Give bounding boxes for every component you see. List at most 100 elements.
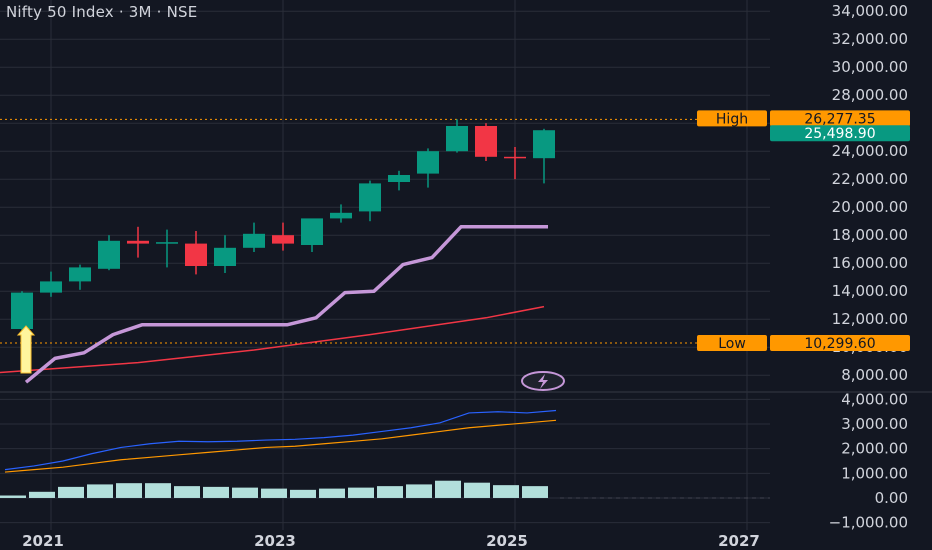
indicator-line-2	[4, 419, 557, 473]
histogram-bar	[261, 488, 287, 498]
last-price-text: 25,498.90	[804, 126, 875, 142]
candle-body	[185, 243, 207, 266]
indicator-line-1	[4, 409, 557, 471]
low-label-bg	[697, 335, 767, 352]
candle	[98, 235, 120, 271]
time-tick-label: 2027	[718, 532, 760, 550]
candles	[11, 119, 555, 331]
histogram-bar	[406, 484, 432, 498]
low-label: Low	[697, 335, 767, 352]
candle	[214, 235, 236, 273]
histogram-bar	[145, 483, 171, 498]
candle-body	[417, 151, 439, 174]
price-tick-label: 32,000.00	[832, 30, 908, 48]
histogram-bar	[377, 486, 403, 498]
envelope-line	[24, 225, 548, 384]
markers	[16, 325, 565, 391]
histogram-bar	[29, 491, 55, 498]
histogram-bar	[58, 486, 84, 498]
candle	[40, 271, 62, 297]
last-price: 25,498.90	[770, 125, 910, 142]
indicator-tick-label: 4,000.00	[841, 390, 908, 408]
candle-body	[388, 175, 410, 182]
price-tick-label: 16,000.00	[832, 254, 908, 272]
candle-body	[69, 267, 91, 282]
price-tick-label: 14,000.00	[832, 282, 908, 300]
candle-body	[11, 292, 33, 329]
candle-body	[127, 240, 149, 244]
indicator-tick-label: −1,000.00	[829, 514, 908, 532]
high-value-bg	[770, 110, 910, 127]
histogram-bar	[174, 486, 200, 498]
candle-body	[330, 212, 352, 219]
low-label-text: Low	[718, 336, 746, 352]
time-tick-label: 2021	[22, 532, 64, 550]
volume-histogram	[0, 480, 548, 498]
overlay-lines	[0, 225, 548, 384]
high-label-bg	[697, 110, 767, 127]
indicator-tick-label: 2,000.00	[841, 440, 908, 458]
price-tick-label: 18,000.00	[832, 226, 908, 244]
candle	[185, 231, 207, 275]
time-tick-label: 2025	[486, 532, 528, 550]
high-label: High	[697, 110, 767, 127]
candle	[446, 119, 468, 153]
candle-body	[40, 281, 62, 293]
candle	[475, 123, 497, 161]
candle-body	[359, 183, 381, 212]
candle	[504, 147, 526, 180]
price-tick-label: 34,000.00	[832, 2, 908, 20]
high-value: 26,277.35	[770, 110, 910, 127]
candle	[156, 229, 178, 268]
red-line	[0, 305, 545, 374]
candle	[330, 204, 352, 223]
lightning-glyph	[538, 374, 548, 389]
histogram-bar	[522, 486, 548, 498]
candle	[388, 170, 410, 191]
histogram-bar	[203, 486, 229, 498]
time-axis[interactable]: 2021 2023 2025 2027	[22, 532, 760, 550]
high-value-text: 26,277.35	[804, 111, 875, 127]
price-tick-label: 20,000.00	[832, 198, 908, 216]
price-tick-label: 22,000.00	[832, 170, 908, 188]
candle	[11, 291, 33, 331]
candle-body	[243, 233, 265, 248]
high-label-text: High	[716, 111, 748, 127]
low-value-text: 10,299.60	[804, 336, 875, 352]
histogram-bar	[290, 489, 316, 498]
time-tick-label: 2023	[254, 532, 296, 550]
candle	[69, 264, 91, 290]
candle	[243, 222, 265, 252]
candle-body	[446, 126, 468, 152]
grid	[0, 0, 932, 530]
candle	[417, 148, 439, 188]
candle-body	[214, 247, 236, 266]
low-value: 10,299.60	[770, 335, 910, 352]
candle-body	[533, 130, 555, 159]
candle	[359, 180, 381, 222]
chart-title: Nifty 50 Index · 3M · NSE	[6, 3, 198, 21]
candle	[533, 128, 555, 184]
up-arrow-icon	[16, 325, 36, 374]
candle	[127, 226, 149, 258]
lightning-icon	[521, 371, 565, 391]
candle	[301, 218, 323, 252]
histogram-bar	[435, 480, 461, 498]
candle-body	[156, 242, 178, 244]
candle-body	[504, 156, 526, 159]
price-tick-label: 8,000.00	[841, 366, 908, 384]
indicator-tick-label: 1,000.00	[841, 464, 908, 482]
histogram-bar	[348, 487, 374, 498]
price-tick-label: 12,000.00	[832, 310, 908, 328]
last-price-bg	[770, 125, 910, 142]
price-tick-label: 30,000.00	[832, 58, 908, 76]
candle-body	[475, 126, 497, 157]
candle-body	[301, 218, 323, 245]
histogram-bar	[116, 483, 142, 498]
indicator-lines	[4, 409, 557, 473]
indicator-tick-label: 3,000.00	[841, 415, 908, 433]
histogram-bar	[0, 495, 26, 498]
